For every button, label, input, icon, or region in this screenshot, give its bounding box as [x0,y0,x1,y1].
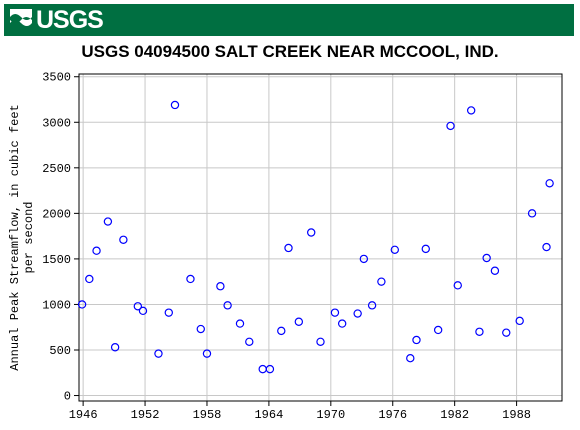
data-point [85,274,94,284]
data-point [446,121,455,131]
data-point [133,302,143,311]
data-point [235,319,245,328]
x-tick-label: 1958 [193,408,222,422]
grid-lines [79,74,562,401]
data-point [103,217,113,226]
data-point [545,179,554,188]
data-point [316,337,325,346]
usgs-wave-icon [10,9,32,31]
data-point [307,228,316,237]
data-point [277,326,286,336]
data-point [527,209,537,218]
data-point [164,308,173,317]
data-point [433,325,443,335]
data-point [284,243,293,253]
plot-frame [78,73,563,402]
data-point [377,277,386,286]
data-point [337,319,347,328]
data-point [245,337,254,346]
data-point [353,309,362,318]
y-tick-label: 1000 [42,298,71,312]
data-point [482,253,491,263]
y-tick-label: 3500 [42,71,71,85]
axis-ticks: 1946 1952 1958 1964 1970 1976 1982 1988 0 500 1000… [42,71,531,422]
data-point [186,274,195,284]
data-point [202,349,212,358]
data-point [154,349,163,358]
y-tick-label: 1500 [42,253,71,267]
data-point [412,335,421,345]
y-axis-title-line: Annual Peak Streamflow, in cubic feet [8,104,22,370]
data-point [110,343,120,352]
y-axis-title-line: per second [22,201,36,273]
data-point [170,100,180,110]
data-point [466,106,476,115]
x-tick-label: 1946 [69,408,98,422]
data-point [77,300,87,309]
usgs-logo-text: USGS [36,6,104,34]
data-point [421,244,430,254]
data-point [119,235,128,244]
usgs-logo[interactable]: USGS [10,6,104,34]
chart-title: USGS 04094500 SALT CREEK NEAR MCCOOL, IN… [81,42,499,61]
data-point [367,301,377,310]
x-tick-label: 1970 [316,408,345,422]
data-point [138,306,148,316]
data-point [515,316,524,326]
data-point [265,364,275,374]
data-point [542,242,551,252]
data-point [330,308,340,317]
y-tick-label: 2000 [42,207,71,221]
usgs-banner: USGS [4,4,574,36]
data-point [196,324,205,334]
x-tick-label: 1952 [131,408,160,422]
data-point [502,328,511,337]
x-tick-label: 1964 [254,408,283,422]
x-tick-label: 1976 [378,408,407,422]
data-point [490,266,500,275]
y-tick-label: 0 [64,390,71,404]
data-point [475,327,484,336]
data-point [216,282,225,291]
data-point [92,246,101,255]
y-tick-label: 500 [49,344,71,358]
data-points [77,100,554,374]
y-tick-label: 3000 [42,116,71,130]
y-tick-label: 2500 [42,162,71,176]
data-point [294,317,304,326]
y-axis-title: Annual Peak Streamflow, in cubic feet per… [8,104,36,370]
data-point [390,245,400,254]
x-tick-label: 1988 [502,408,531,422]
data-point [223,301,232,310]
data-point [258,364,267,374]
x-tick-label: 1982 [440,408,469,422]
data-point [453,281,462,290]
data-point [406,353,415,363]
data-point [359,254,369,264]
